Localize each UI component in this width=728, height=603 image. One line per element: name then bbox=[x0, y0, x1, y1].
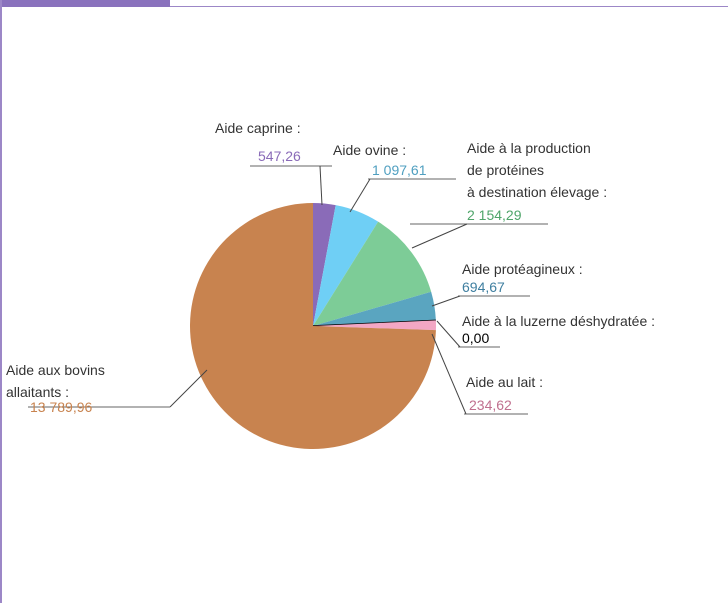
pie-slice bbox=[313, 203, 336, 326]
value-label: 2 154,29 bbox=[467, 207, 522, 223]
pie-slice bbox=[313, 291, 436, 326]
slice-label: Aide à la luzerne déshydratée : bbox=[462, 313, 656, 329]
leader-line bbox=[431, 333, 467, 415]
pie-slice bbox=[189, 203, 436, 449]
leader-line bbox=[431, 295, 461, 307]
slice-label: Aide au lait : bbox=[466, 374, 544, 390]
leader-line bbox=[319, 165, 323, 206]
leader-line bbox=[411, 223, 468, 249]
pie-slice bbox=[313, 320, 436, 331]
value-label: 1 097,61 bbox=[372, 162, 427, 178]
tab bbox=[0, 0, 170, 7]
value-label: 234,62 bbox=[469, 397, 512, 413]
leader-line bbox=[436, 320, 461, 348]
pie-slice bbox=[313, 205, 379, 326]
value-label: 694,67 bbox=[462, 279, 505, 295]
value-label: 547,26 bbox=[258, 148, 301, 164]
slice-label: Aide caprine : bbox=[215, 120, 301, 136]
value-label: 0,00 bbox=[462, 330, 490, 346]
leader-line bbox=[169, 369, 208, 408]
leader-line bbox=[349, 178, 371, 213]
slice-label: Aide aux bovins allaitants : bbox=[6, 362, 105, 400]
pie-slice bbox=[313, 221, 432, 326]
slice-label: Aide à la production de protéines à dest… bbox=[467, 140, 608, 200]
slice-label: Aide protéagineux : bbox=[462, 261, 583, 277]
slice-label: Aide ovine : bbox=[333, 142, 407, 158]
value-label: 13 789,96 bbox=[30, 399, 93, 415]
